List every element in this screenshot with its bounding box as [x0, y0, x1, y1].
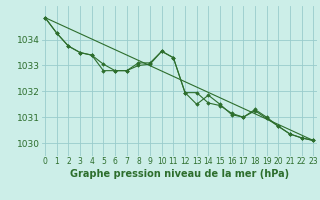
X-axis label: Graphe pression niveau de la mer (hPa): Graphe pression niveau de la mer (hPa)	[70, 169, 289, 179]
